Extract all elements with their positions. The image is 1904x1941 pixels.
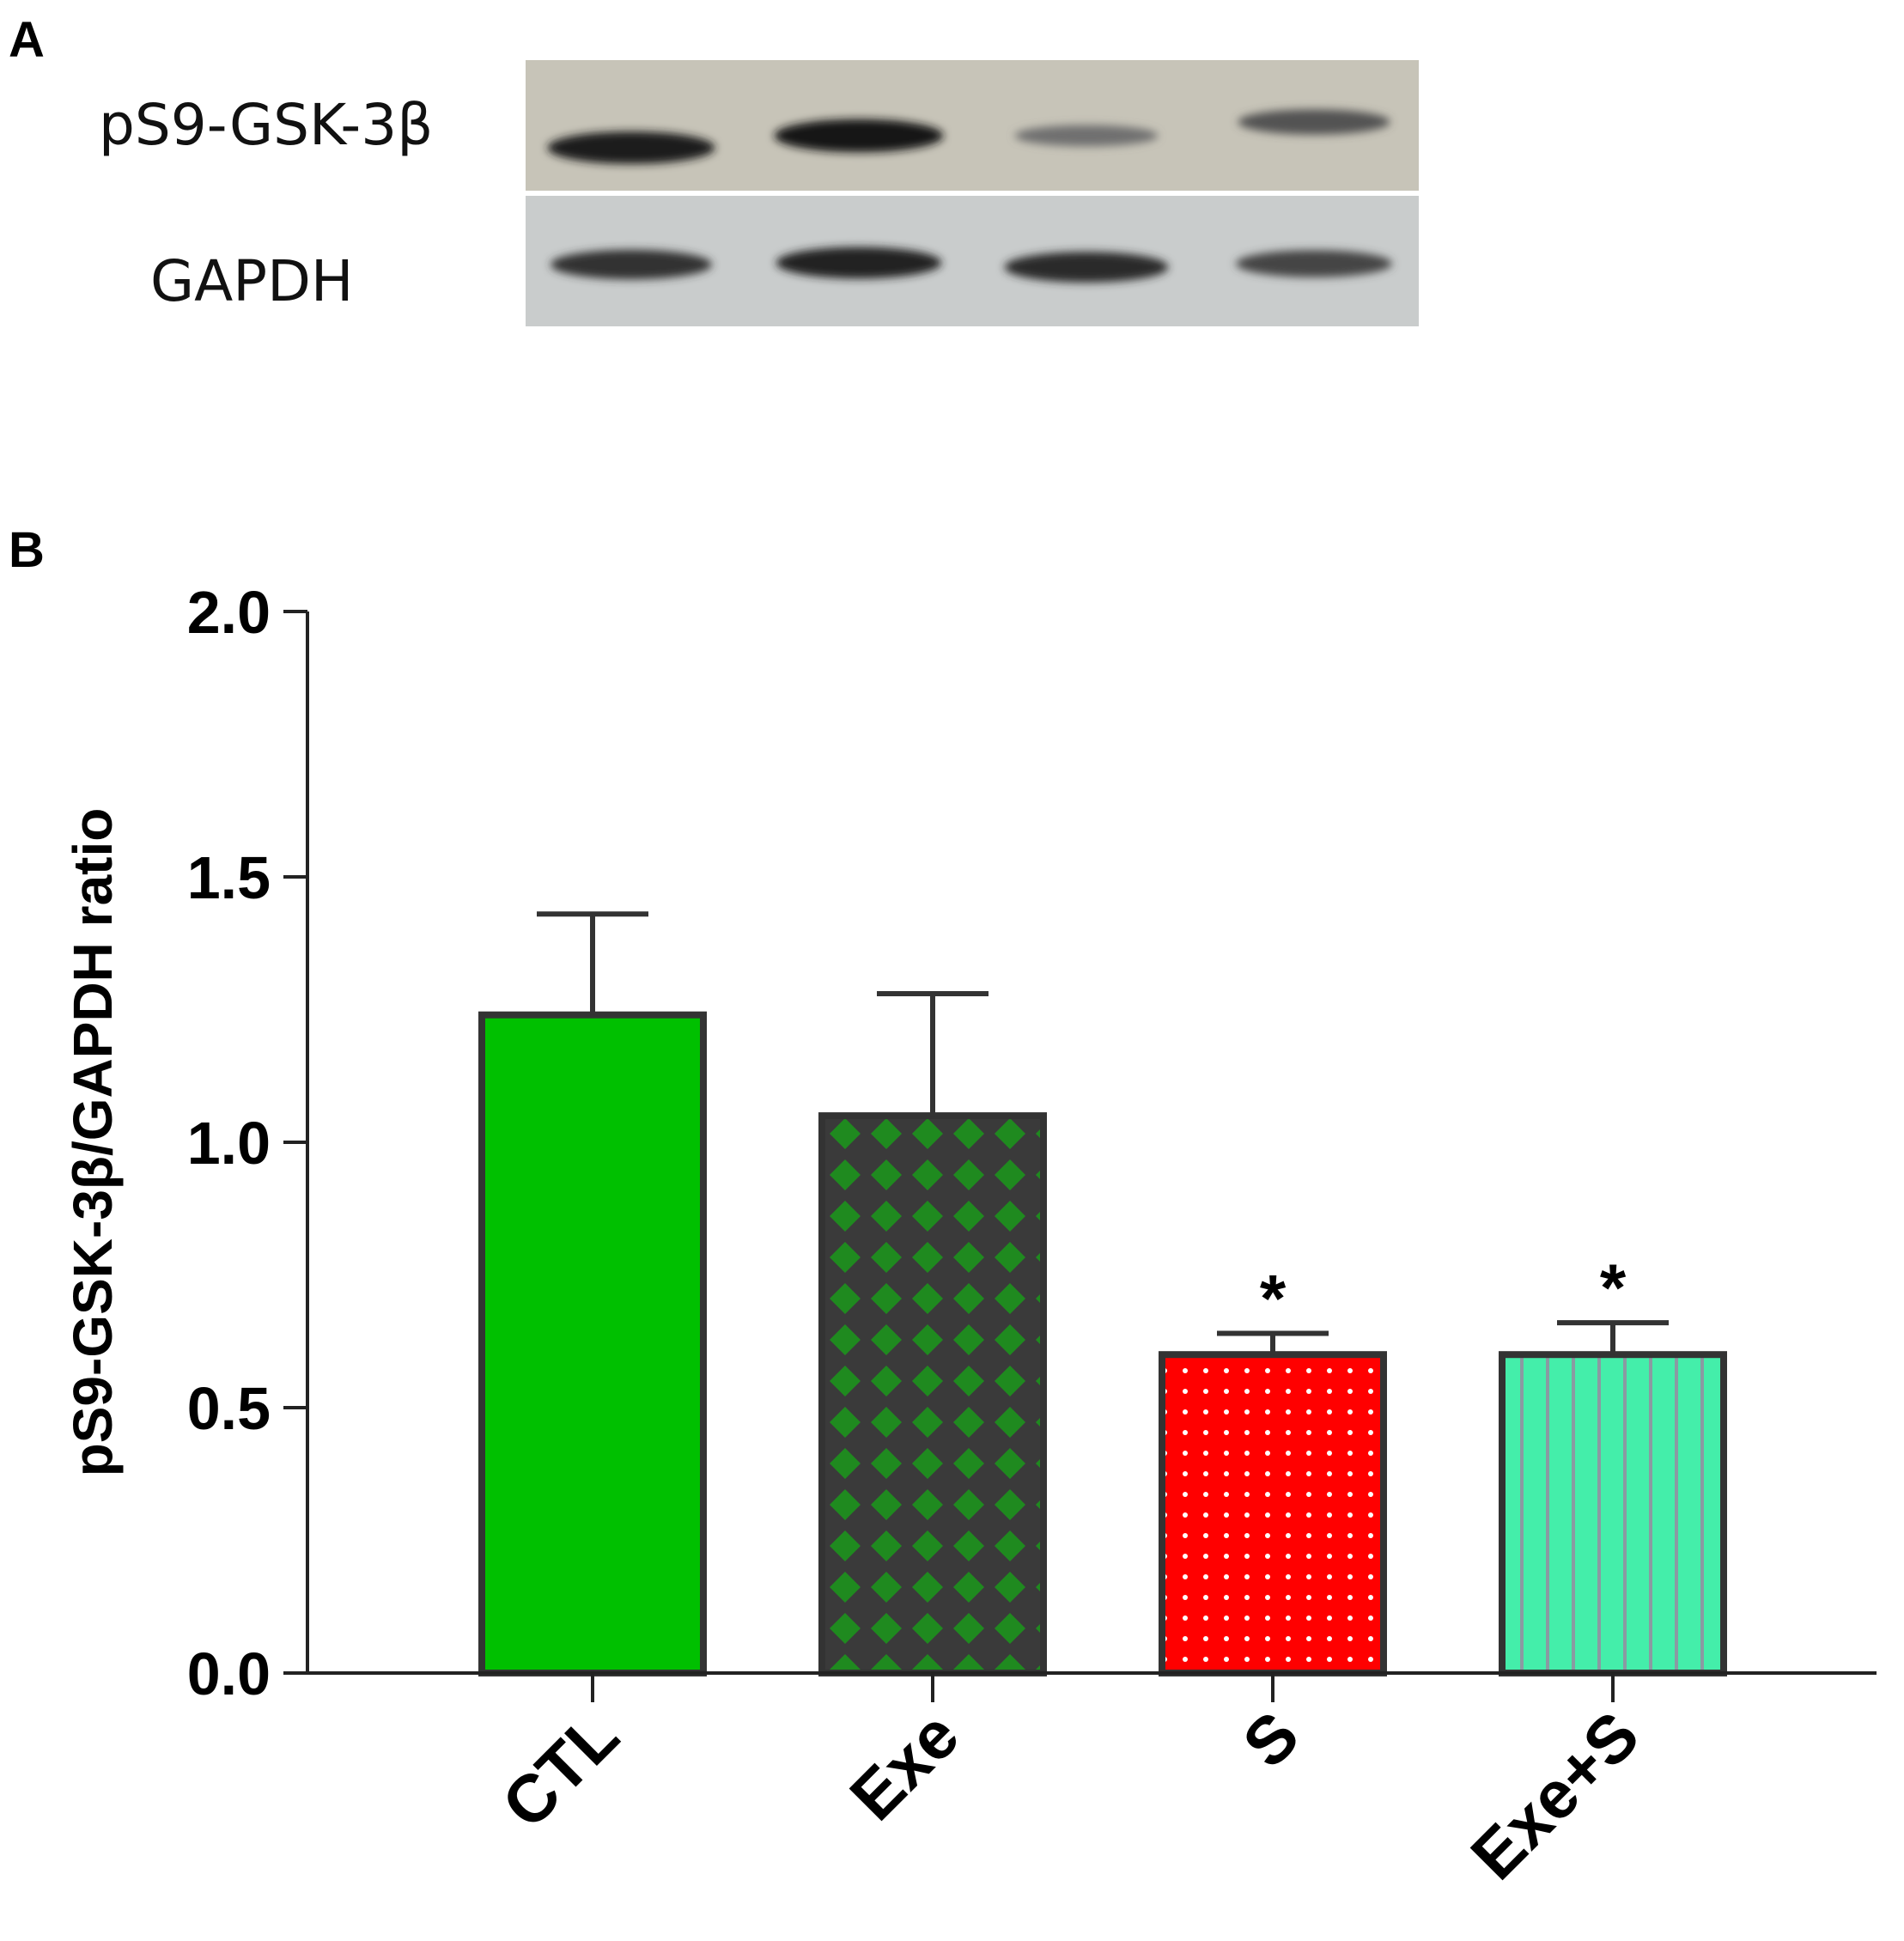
x-ticks: CTL Exe S Exe+S: [488, 1673, 1653, 1894]
panel-a-letter: A: [9, 12, 45, 68]
blot-band: [551, 249, 712, 280]
x-tick-label: Exe+S: [1457, 1697, 1653, 1894]
x-tick-label: S: [1228, 1697, 1313, 1782]
y-tick-label: 1.5: [187, 844, 271, 911]
blot-band: [1236, 250, 1392, 277]
blot-band: [776, 246, 942, 279]
y-tick-label: 1.0: [187, 1110, 271, 1177]
significance-asterisk: *: [1600, 1250, 1627, 1325]
y-axis-title: pS9-GSK-3β/GAPDH ratio: [62, 808, 124, 1477]
panel-b-letter: B: [9, 522, 45, 578]
blot-label-pS9-GSK-3b: pS9-GSK-3β: [99, 92, 433, 158]
bars-layer: [478, 1011, 1727, 1677]
y-tick-label: 2.0: [187, 579, 271, 646]
significance-marks: * *: [1260, 1250, 1627, 1336]
bar-chart: 0.00.51.01.52.0 CTL Exe S Exe+S * * pS9-GSK-…: [62, 579, 1877, 1894]
blot-band: [547, 131, 715, 164]
band-row-pS9-GSK-3b: [547, 109, 1390, 164]
x-tick-label: Exe: [836, 1697, 973, 1835]
y-tick-label: 0.0: [187, 1640, 271, 1707]
blot-band: [1004, 252, 1169, 283]
bar-exe: [818, 1112, 1047, 1676]
western-blot: [526, 60, 1419, 326]
bar-ctl: [478, 1011, 707, 1677]
band-row-GAPDH: [551, 246, 1392, 283]
bar-s: [1159, 1351, 1387, 1676]
error-bars-layer: [537, 911, 1669, 1355]
blot-band: [1238, 109, 1390, 135]
y-tick-label: 0.5: [187, 1375, 271, 1442]
blot-band: [1014, 125, 1159, 147]
bar-exe-plus-s: [1499, 1351, 1727, 1676]
blot-label-GAPDH: GAPDH: [150, 248, 354, 314]
x-tick-label: CTL: [488, 1697, 633, 1842]
significance-asterisk: *: [1260, 1260, 1287, 1336]
y-ticks: 0.0 0.5 1.0 1.5 2.0: [187, 579, 307, 1707]
blot-band: [774, 119, 944, 153]
